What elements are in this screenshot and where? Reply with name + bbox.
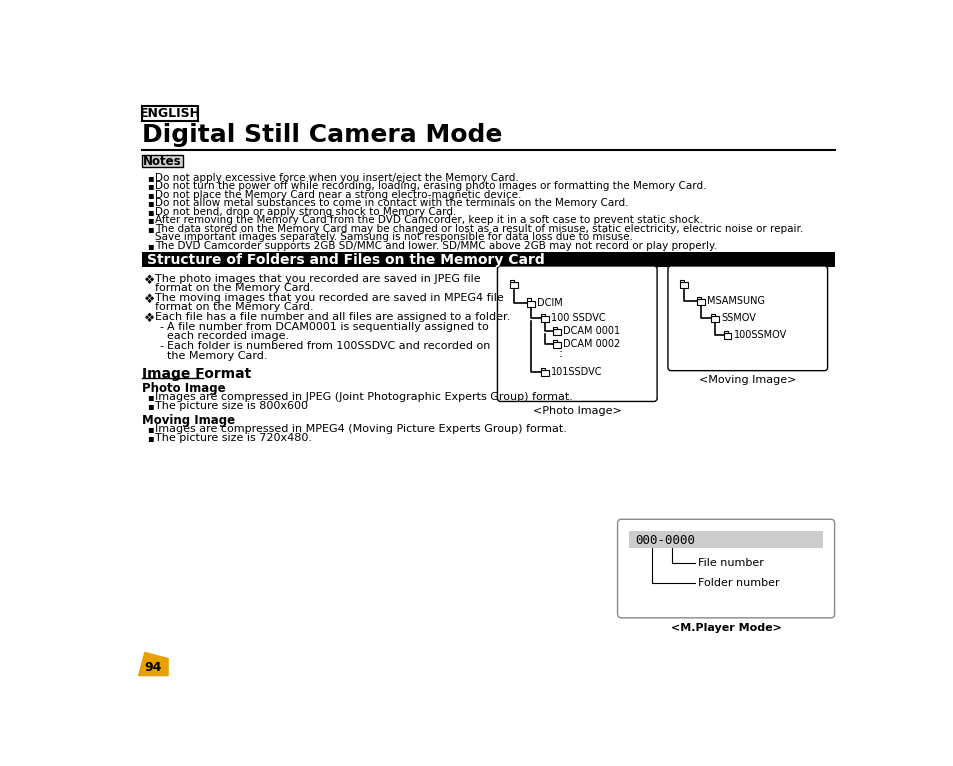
Text: ❖: ❖ [144, 293, 155, 306]
Bar [629, 531, 822, 548]
Text: Each file has a file number and all files are assigned to a folder.: Each file has a file number and all file… [154, 312, 510, 322]
Text: -: - [159, 322, 163, 332]
Text: <Photo Image>: <Photo Image> [533, 406, 621, 416]
Text: DCAM 0001: DCAM 0001 [562, 326, 619, 336]
Text: Do not allow metal substances to come in contact with the terminals on the Memor: Do not allow metal substances to come in… [154, 198, 628, 208]
Text: Image Format: Image Format [142, 367, 252, 381]
Text: File number: File number [698, 558, 763, 568]
Text: Do not place the Memory Card near a strong electro-magnetic device.: Do not place the Memory Card near a stro… [154, 190, 520, 200]
Bar [711, 316, 719, 322]
Text: Each folder is numbered from 100SSDVC and recorded on: Each folder is numbered from 100SSDVC an… [167, 342, 490, 352]
Text: The photo images that you recorded are saved in JPEG file: The photo images that you recorded are s… [154, 273, 480, 283]
Bar [540, 314, 544, 316]
Text: Digital Still Camera Mode: Digital Still Camera Mode [142, 123, 502, 147]
Text: ▪: ▪ [147, 401, 153, 411]
Text: Images are compressed in JPEG (Joint Photographic Experts Group) format.: Images are compressed in JPEG (Joint Pho… [154, 392, 572, 402]
FancyBboxPatch shape [667, 266, 827, 371]
Text: ENGLISH: ENGLISH [140, 107, 201, 120]
Text: 94: 94 [145, 661, 162, 674]
Text: The picture size is 720x480.: The picture size is 720x480. [154, 433, 312, 443]
Bar [142, 155, 183, 168]
Text: 000-0000: 000-0000 [635, 534, 695, 547]
Bar [142, 106, 198, 121]
Text: Folder number: Folder number [698, 578, 779, 588]
Text: 100 SSDVC: 100 SSDVC [550, 313, 605, 323]
Bar [723, 333, 731, 339]
Bar [142, 252, 835, 267]
Text: Structure of Folders and Files on the Memory Card: Structure of Folders and Files on the Me… [147, 253, 544, 267]
Text: The moving images that you recorded are saved in MPEG4 file: The moving images that you recorded are … [154, 293, 503, 303]
Text: Do not apply excessive force when you insert/eject the Memory Card.: Do not apply excessive force when you in… [154, 173, 518, 183]
Bar [679, 282, 687, 288]
Text: ▪: ▪ [147, 392, 153, 402]
Text: DCIM: DCIM [537, 298, 562, 308]
Text: MSAMSUNG: MSAMSUNG [707, 296, 764, 306]
Text: format on the Memory Card.: format on the Memory Card. [154, 283, 314, 293]
Text: ▪: ▪ [147, 215, 153, 225]
FancyBboxPatch shape [497, 266, 657, 401]
Bar [679, 280, 683, 282]
Text: the Memory Card.: the Memory Card. [167, 351, 268, 361]
Bar [553, 329, 560, 336]
Text: :: : [558, 347, 562, 360]
Text: format on the Memory Card.: format on the Memory Card. [154, 302, 314, 312]
Text: SSMOV: SSMOV [720, 313, 756, 323]
Text: 101SSDVC: 101SSDVC [550, 367, 601, 377]
Bar [553, 340, 557, 342]
Text: The picture size is 800x600: The picture size is 800x600 [154, 401, 308, 411]
Bar [540, 368, 544, 370]
Polygon shape [138, 653, 168, 676]
FancyBboxPatch shape [617, 519, 834, 618]
Bar [697, 299, 704, 305]
Text: ▪: ▪ [147, 424, 153, 434]
Bar [526, 298, 530, 300]
Text: Moving Image: Moving Image [142, 414, 235, 427]
Text: ▪: ▪ [147, 433, 153, 443]
Bar [711, 314, 715, 316]
Text: ▪: ▪ [147, 182, 153, 192]
Text: ▪: ▪ [147, 198, 153, 208]
Bar [553, 342, 560, 349]
Text: <M.Player Mode>: <M.Player Mode> [670, 624, 781, 633]
Text: Do not turn the power off while recording, loading, erasing photo images or form: Do not turn the power off while recordin… [154, 182, 705, 192]
Text: The DVD Camcorder supports 2GB SD/MMC and lower. SD/MMC above 2GB may not record: The DVD Camcorder supports 2GB SD/MMC an… [154, 241, 716, 251]
Bar [723, 331, 727, 333]
Text: Save important images separately. Samsung is not responsible for data loss due t: Save important images separately. Samsun… [154, 232, 632, 242]
Text: ▪: ▪ [147, 173, 153, 183]
Bar [540, 370, 548, 376]
Bar [526, 300, 534, 306]
Text: Photo Image: Photo Image [142, 382, 226, 395]
Text: Notes: Notes [143, 155, 182, 168]
Bar [540, 316, 548, 322]
Text: ▪: ▪ [147, 207, 153, 217]
Text: -: - [159, 342, 163, 352]
Bar [553, 327, 557, 329]
Text: Do not bend, drop or apply strong shock to Memory Card.: Do not bend, drop or apply strong shock … [154, 207, 456, 217]
Text: ❖: ❖ [144, 312, 155, 325]
Text: <Moving Image>: <Moving Image> [699, 375, 796, 385]
Text: A file number from DCAM0001 is sequentially assigned to: A file number from DCAM0001 is sequentia… [167, 322, 489, 332]
Bar [142, 155, 183, 168]
Text: DCAM 0002: DCAM 0002 [562, 339, 619, 349]
Text: The data stored on the Memory Card may be changed or lost as a result of misuse,: The data stored on the Memory Card may b… [154, 224, 802, 234]
Text: Images are compressed in MPEG4 (Moving Picture Experts Group) format.: Images are compressed in MPEG4 (Moving P… [154, 424, 566, 434]
Bar [509, 280, 513, 282]
Text: ▪: ▪ [147, 224, 153, 234]
Bar [509, 282, 517, 288]
Text: ▪: ▪ [147, 190, 153, 200]
Text: 100SSMOV: 100SSMOV [733, 330, 786, 340]
Text: ❖: ❖ [144, 273, 155, 286]
Text: ▪: ▪ [147, 241, 153, 251]
Text: After removing the Memory Card from the DVD Camcorder, keep it in a soft case to: After removing the Memory Card from the … [154, 215, 702, 225]
Bar [697, 296, 700, 299]
Text: each recorded image.: each recorded image. [167, 332, 289, 342]
